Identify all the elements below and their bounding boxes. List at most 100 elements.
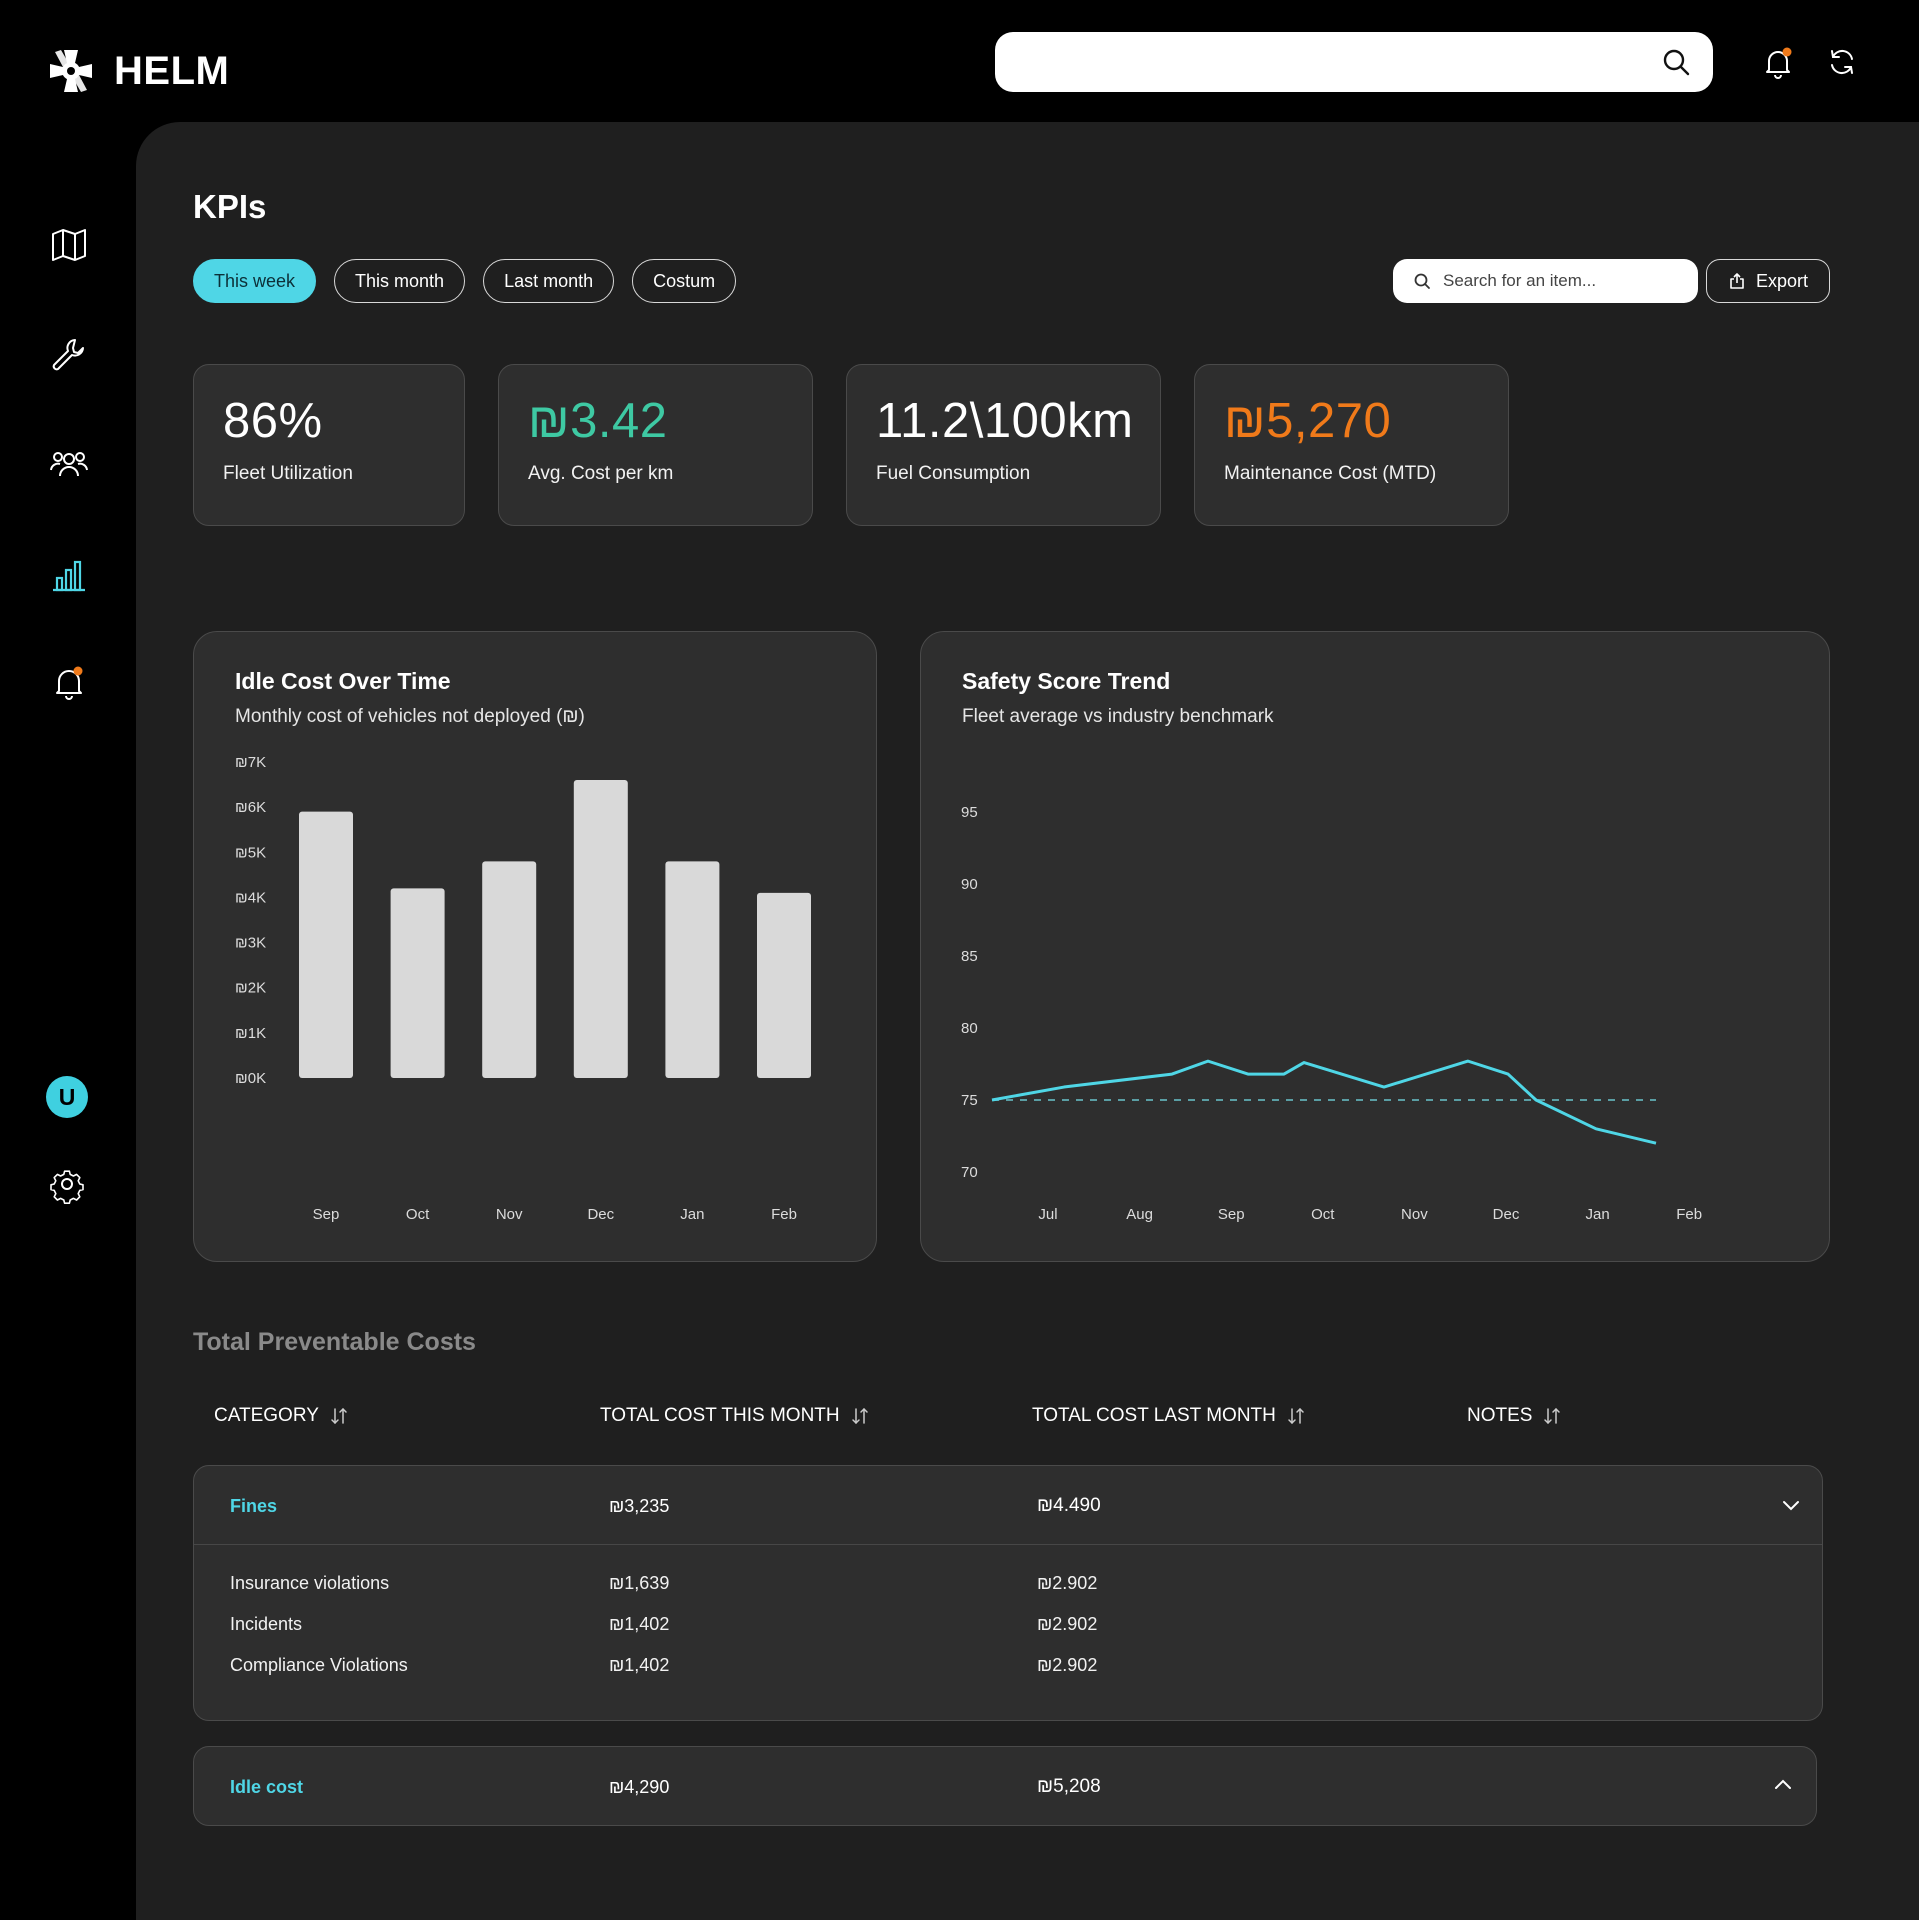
y-tick-label: ₪0K	[235, 1070, 266, 1087]
kpi-card-avg-cost: ₪3.42 Avg. Cost per km	[498, 364, 813, 526]
search-icon	[1414, 273, 1430, 289]
x-tick-label: Jan	[680, 1206, 704, 1223]
logo[interactable]: HELM	[46, 46, 229, 96]
main-panel: KPIs This week This month Last month Cos…	[136, 122, 1919, 1920]
app-name: HELM	[114, 48, 230, 93]
sort-icon[interactable]	[329, 1406, 349, 1426]
x-tick-label: Dec	[1493, 1206, 1520, 1223]
chevron-up-icon[interactable]	[1771, 1773, 1795, 1797]
x-tick-label: Dec	[587, 1206, 614, 1223]
refresh-icon[interactable]	[1827, 47, 1857, 77]
group-last-month: ₪4.490	[1037, 1495, 1101, 1516]
kpi-value: 86%	[223, 394, 323, 448]
bell-icon[interactable]	[48, 662, 90, 704]
kpi-card-fleet-utilization: 86% Fleet Utilization	[193, 364, 465, 526]
x-tick-label: Oct	[406, 1206, 430, 1223]
bar[interactable]	[573, 780, 628, 1078]
notifications-bell-icon[interactable]	[1762, 46, 1794, 80]
kpi-value: ₪5,270	[1224, 394, 1392, 448]
column-header-label: NOTES	[1467, 1405, 1533, 1426]
x-tick-label: Feb	[771, 1206, 797, 1223]
bar[interactable]	[482, 861, 537, 1078]
y-tick-label: ₪5K	[235, 844, 266, 861]
y-tick-label: ₪4K	[235, 889, 266, 906]
x-tick-label: Jul	[1038, 1206, 1057, 1223]
sort-icon[interactable]	[1542, 1406, 1562, 1426]
row-this-month: ₪1,639	[609, 1573, 670, 1593]
fleet-average-line[interactable]	[991, 1059, 1657, 1145]
table-group-fines: Fines ₪3,235 ₪4.490 Insurance violations…	[193, 1465, 1823, 1721]
group-category[interactable]: Fines	[230, 1496, 278, 1516]
bar[interactable]	[299, 811, 353, 1078]
chart-subtitle: Fleet average vs industry benchmark	[962, 706, 1274, 727]
y-tick-label: ₪1K	[235, 1025, 266, 1042]
bar-chart-icon[interactable]	[48, 554, 90, 596]
safety-score-line-chart: 70 75 80 85 90 95 Jul Aug Sep Oct Nov Dec Jan Feb	[961, 804, 1702, 1223]
filter-last-month[interactable]: Last month	[483, 259, 615, 303]
group-this-month: ₪4,290	[609, 1777, 670, 1797]
date-filters: This week This month Last month Costum	[193, 259, 737, 303]
x-tick-label: Oct	[1311, 1206, 1335, 1223]
row-last-month: ₪2.902	[1037, 1573, 1098, 1593]
gear-icon[interactable]	[46, 1163, 88, 1205]
kpi-label: Fleet Utilization	[223, 463, 353, 484]
idle-cost-chart-card: Idle Cost Over Time Monthly cost of vehi…	[193, 631, 877, 1262]
column-header-label: TOTAL COST THIS MONTH	[600, 1405, 840, 1426]
helm-logo-icon	[50, 50, 92, 92]
bar[interactable]	[390, 888, 445, 1078]
x-tick-label: Feb	[1676, 1206, 1702, 1223]
row-this-month: ₪1,402	[609, 1614, 670, 1634]
x-tick-label: Nov	[1401, 1206, 1428, 1223]
safety-score-chart-card: Safety Score Trend Fleet average vs indu…	[920, 631, 1830, 1262]
kpi-value: 11.2\100km	[876, 394, 1134, 448]
kpi-card-maintenance-cost: ₪5,270 Maintenance Cost (MTD)	[1194, 364, 1509, 526]
search-placeholder: Search for an item...	[1443, 271, 1597, 290]
sort-icon[interactable]	[1286, 1406, 1306, 1426]
chart-subtitle: Monthly cost of vehicles not deployed (₪…	[235, 706, 585, 727]
group-category[interactable]: Idle cost	[230, 1777, 304, 1797]
chart-title: Safety Score Trend	[962, 668, 1171, 694]
share-icon	[1730, 273, 1744, 289]
group-last-month: ₪5,208	[1037, 1776, 1101, 1797]
y-tick-label: 90	[961, 876, 978, 893]
global-search-input[interactable]	[995, 32, 1713, 92]
y-tick-label: ₪2K	[235, 980, 266, 997]
export-button[interactable]: Export	[1706, 259, 1830, 303]
kpi-label: Maintenance Cost (MTD)	[1224, 463, 1437, 484]
bar[interactable]	[665, 861, 720, 1078]
y-tick-label: ₪6K	[235, 799, 266, 816]
map-icon[interactable]	[48, 224, 90, 266]
y-tick-label: ₪3K	[235, 935, 266, 952]
column-header-notes[interactable]: NOTES	[1467, 1405, 1562, 1427]
idle-cost-bar-chart: ₪0K ₪1K ₪2K ₪3K ₪4K ₪5K ₪6K ₪7K Sep Oct Nov Dec Jan F…	[235, 754, 811, 1223]
column-header-category[interactable]: CATEGORY	[214, 1405, 349, 1427]
export-label: Export	[1755, 270, 1809, 291]
wrench-icon[interactable]	[48, 334, 90, 376]
y-tick-label: 75	[961, 1092, 978, 1109]
search-icon[interactable]	[1661, 47, 1691, 77]
table-title: Total Preventable Costs	[193, 1328, 476, 1356]
sidebar: U	[0, 122, 136, 1920]
row-last-month: ₪2.902	[1037, 1655, 1098, 1675]
group-divider	[194, 1544, 1822, 1545]
sort-icon[interactable]	[850, 1406, 870, 1426]
item-search-input[interactable]: Search for an item...	[1393, 259, 1698, 303]
kpi-label: Fuel Consumption	[876, 463, 1031, 484]
row-category: Insurance violations	[230, 1573, 390, 1593]
y-tick-label: 95	[961, 804, 978, 821]
kpi-label: Avg. Cost per km	[528, 463, 674, 484]
avatar[interactable]: U	[46, 1076, 88, 1118]
page-title: KPIs	[193, 188, 267, 225]
row-category: Incidents	[230, 1614, 303, 1634]
column-header-last-month[interactable]: TOTAL COST LAST MONTH	[1032, 1405, 1306, 1427]
filter-this-month[interactable]: This month	[334, 259, 466, 303]
bar[interactable]	[757, 892, 811, 1078]
team-icon[interactable]	[48, 444, 90, 486]
column-header-this-month[interactable]: TOTAL COST THIS MONTH	[600, 1405, 870, 1427]
filter-custom[interactable]: Costum	[632, 259, 737, 303]
filter-this-week[interactable]: This week	[193, 259, 317, 303]
kpi-value: ₪3.42	[528, 394, 668, 448]
y-tick-label: ₪7K	[235, 754, 266, 771]
table-group-idle-cost: Idle cost ₪4,290 ₪5,208	[193, 1746, 1817, 1826]
chevron-down-icon[interactable]	[1779, 1493, 1803, 1517]
